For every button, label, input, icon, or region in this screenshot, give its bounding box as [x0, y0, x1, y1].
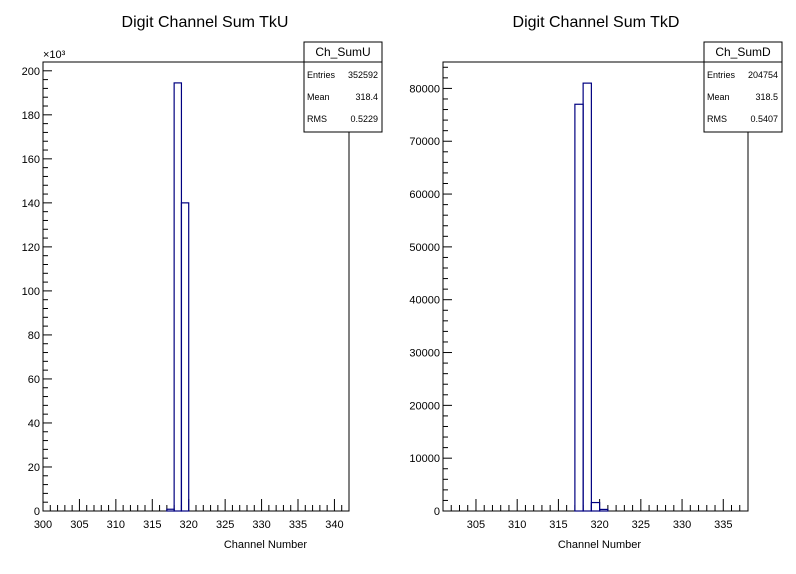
left-y-tick-label: 160 — [22, 154, 40, 166]
left-y-tick-label: 120 — [22, 242, 40, 254]
right-histogram-bin — [590, 501, 601, 512]
right-histogram-bin — [599, 508, 609, 512]
left-y-tick-label: 80 — [28, 330, 40, 342]
left-x-tick-label: 315 — [143, 519, 161, 531]
left-stats-mean-value: 318.4 — [355, 92, 378, 102]
right-y-tick-label: 50000 — [409, 242, 440, 254]
right-x-tick-label: 325 — [632, 519, 650, 531]
left-stats-mean-label: Mean — [307, 92, 330, 102]
right-stats-box: Ch_SumD Entries 204754 Mean 318.5 RMS 0.… — [703, 41, 783, 133]
right-y-tick-label: 10000 — [409, 453, 440, 465]
right-x-axis-label: Channel Number — [558, 539, 641, 551]
left-y-tick-label: 180 — [22, 110, 40, 122]
right-y-tick-label: 40000 — [409, 295, 440, 307]
left-x-tick-label: 335 — [289, 519, 307, 531]
right-stats-entries-value: 204754 — [748, 70, 778, 80]
left-x-axis-label: Channel Number — [224, 539, 307, 551]
right-x-tick-label: 335 — [714, 519, 732, 531]
left-x-axis: 300 305 310 315 320 325 330 335 340 — [34, 499, 350, 531]
left-stats-box: Ch_SumU Entries 352592 Mean 318.4 RMS 0.… — [303, 41, 383, 133]
left-y-multiplier: ×10³ — [43, 49, 66, 61]
right-stats-rms-label: RMS — [707, 114, 727, 124]
left-x-tick-label: 330 — [252, 519, 270, 531]
left-x-tick-label: 310 — [107, 519, 125, 531]
right-stats-mean-value: 318.5 — [755, 92, 778, 102]
right-y-tick-label: 20000 — [409, 400, 440, 412]
right-y-tick-label: 80000 — [409, 83, 440, 95]
left-x-tick-label: 320 — [180, 519, 198, 531]
left-y-tick-label: 200 — [22, 66, 40, 78]
left-y-tick-label: 100 — [22, 286, 40, 298]
right-y-tick-label: 0 — [434, 506, 440, 518]
right-x-tick-label: 310 — [508, 519, 526, 531]
left-x-tick-label: 300 — [34, 519, 52, 531]
left-stats-frame — [303, 41, 383, 133]
left-y-axis: 0 20 40 60 80 100 120 140 160 180 200 — [22, 61, 52, 518]
right-y-axis: 0 10000 20000 30000 40000 50000 60000 70000 8000… — [409, 66, 452, 518]
right-histogram-panel: Digit Channel Sum TkD 0 10000 20000 30000 40… — [409, 14, 783, 551]
right-chart-title: Digit Channel Sum TkD — [513, 14, 680, 31]
right-x-tick-label: 305 — [467, 519, 485, 531]
left-histogram-bin — [180, 202, 190, 512]
right-y-tick-label: 30000 — [409, 348, 440, 360]
right-histogram-bins — [574, 82, 609, 512]
left-y-tick-label: 20 — [28, 462, 40, 474]
left-histogram-bins — [166, 82, 190, 512]
left-stats-entries-value: 352592 — [348, 70, 378, 80]
left-histogram-panel: Digit Channel Sum TkU ×10³ 0 20 40 60 80 100 1… — [22, 14, 383, 551]
left-x-tick-label: 325 — [216, 519, 234, 531]
left-stats-rms-value: 0.5229 — [350, 114, 378, 124]
right-stats-entries-label: Entries — [707, 70, 736, 80]
left-y-tick-label: 0 — [34, 506, 40, 518]
right-y-tick-label: 70000 — [409, 136, 440, 148]
left-y-tick-label: 140 — [22, 198, 40, 210]
right-x-tick-label: 315 — [549, 519, 567, 531]
right-x-tick-label: 330 — [673, 519, 691, 531]
right-histogram-bin — [582, 82, 592, 512]
right-y-tick-label: 60000 — [409, 189, 440, 201]
left-x-tick-label: 340 — [325, 519, 343, 531]
left-stats-entries-label: Entries — [307, 70, 336, 80]
right-stats-name: Ch_SumD — [715, 45, 771, 59]
right-stats-mean-label: Mean — [707, 92, 730, 102]
left-stats-rms-label: RMS — [307, 114, 327, 124]
left-chart-title: Digit Channel Sum TkU — [122, 14, 289, 31]
right-stats-rms-value: 0.5407 — [750, 114, 778, 124]
left-y-tick-label: 60 — [28, 374, 40, 386]
right-x-tick-label: 320 — [590, 519, 608, 531]
left-x-tick-label: 305 — [70, 519, 88, 531]
left-stats-name: Ch_SumU — [315, 45, 370, 59]
left-y-tick-label: 40 — [28, 418, 40, 430]
right-stats-frame — [703, 41, 783, 133]
